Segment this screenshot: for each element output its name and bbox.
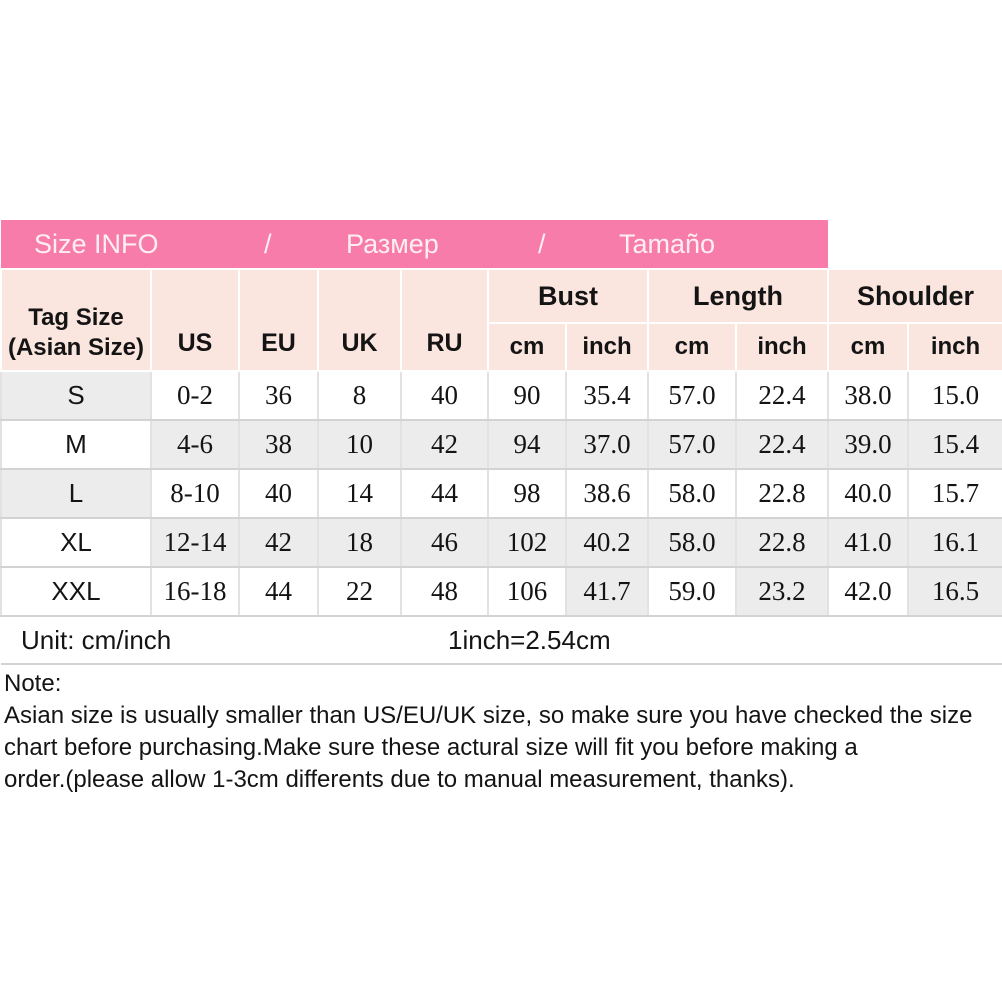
length-inch-header: inch: [735, 322, 829, 372]
size-cell: 22.4: [735, 370, 829, 421]
table-row-xl: XL 12-14 42 18 46 102 40.2 58.0 22.8 41.…: [0, 517, 1002, 568]
size-cell: 38: [238, 419, 319, 470]
table-row-xxl: XXL 16-18 44 22 48 106 41.7 59.0 23.2 42…: [0, 566, 1002, 617]
size-cell: 94: [487, 419, 567, 470]
banner-blank-area: [828, 220, 1002, 269]
size-cell: 40: [238, 468, 319, 519]
size-cell: 40: [400, 370, 489, 421]
size-cell: 106: [487, 566, 567, 617]
size-cell: 22.8: [735, 517, 829, 568]
length-group-header: Length: [647, 268, 829, 324]
size-cell: 38.6: [565, 468, 649, 519]
unit-footer: Unit: cm/inch 1inch=2.54cm: [1, 615, 1002, 665]
separator-slash-2: /: [538, 229, 546, 259]
note-text-line: order.(please allow 1-3cm differents due…: [4, 766, 795, 793]
size-row-label: L: [0, 468, 152, 519]
size-cell: 46: [400, 517, 489, 568]
tag-size-header: Tag Size (Asian Size): [0, 268, 152, 372]
size-info-label: Size INFO: [34, 229, 159, 259]
banner-row: Size INFO / Размер / Tamaño: [1, 220, 1002, 269]
note-title: Note:: [4, 670, 62, 697]
size-chart-table: Size INFO / Размер / Tamaño Tag Size (As…: [0, 220, 1002, 665]
header-group-row: Tag Size (Asian Size) US EU UK RU Bust L…: [0, 268, 1002, 372]
size-cell: 36: [238, 370, 319, 421]
size-cell: 41.7: [565, 566, 649, 617]
size-cell: 16.1: [907, 517, 1002, 568]
size-cell: 14: [317, 468, 402, 519]
bust-cm-header: cm: [487, 322, 567, 372]
size-cell: 23.2: [735, 566, 829, 617]
unit-label: Unit: cm/inch: [21, 625, 172, 655]
banner: Size INFO / Размер / Tamaño: [1, 220, 828, 269]
note-section: Note: Asian size is usually smaller than…: [4, 668, 1000, 796]
tag-size-line1: Tag Size: [28, 303, 124, 331]
size-cell: 98: [487, 468, 567, 519]
unit-footer-row: Unit: cm/inch 1inch=2.54cm: [1, 615, 1002, 665]
size-cell: 58.0: [647, 517, 737, 568]
size-cell: 57.0: [647, 419, 737, 470]
size-cell: 59.0: [647, 566, 737, 617]
ru-column-header: RU: [400, 268, 489, 372]
size-cell: 57.0: [647, 370, 737, 421]
size-cell: 8: [317, 370, 402, 421]
size-cell: 40.2: [565, 517, 649, 568]
size-cell: 15.0: [907, 370, 1002, 421]
tag-size-line2: (Asian Size): [7, 334, 145, 362]
size-cell: 44: [238, 566, 319, 617]
size-cell: 38.0: [827, 370, 909, 421]
inch-conversion-label: 1inch=2.54cm: [448, 625, 611, 655]
size-cell: 44: [400, 468, 489, 519]
size-cell: 16-18: [150, 566, 240, 617]
size-cell: 39.0: [827, 419, 909, 470]
shoulder-cm-header: cm: [827, 322, 909, 372]
table-row-l: L 8-10 40 14 44 98 38.6 58.0 22.8 40.0 1…: [0, 468, 1002, 519]
size-cell: 18: [317, 517, 402, 568]
bust-group-header: Bust: [487, 268, 649, 324]
size-cell: 15.4: [907, 419, 1002, 470]
header-unit-row: cm inch cm inch cm inch: [1, 322, 1002, 372]
size-cell: 10: [317, 419, 402, 470]
size-cell: 35.4: [565, 370, 649, 421]
size-row-label: M: [0, 419, 152, 470]
size-cell: 42.0: [827, 566, 909, 617]
table-row-m: M 4-6 38 10 42 94 37.0 57.0 22.4 39.0 15…: [0, 419, 1002, 470]
shoulder-inch-header: inch: [907, 322, 1002, 372]
size-cell: 0-2: [150, 370, 240, 421]
size-cell: 12-14: [150, 517, 240, 568]
size-cell: 4-6: [150, 419, 240, 470]
size-cell: 40.0: [827, 468, 909, 519]
size-cell: 22.8: [735, 468, 829, 519]
shoulder-group-header: Shoulder: [827, 268, 1002, 324]
us-column-header: US: [150, 268, 240, 372]
note-text-line: chart before purchasing.Make sure these …: [4, 734, 858, 761]
size-row-label: S: [0, 370, 152, 421]
size-row-label: XXL: [0, 566, 152, 617]
razmer-label: Размер: [346, 229, 439, 259]
bust-inch-header: inch: [565, 322, 649, 372]
size-row-label: XL: [0, 517, 152, 568]
size-cell: 15.7: [907, 468, 1002, 519]
length-cm-header: cm: [647, 322, 737, 372]
size-cell: 90: [487, 370, 567, 421]
size-cell: 41.0: [827, 517, 909, 568]
eu-column-header: EU: [238, 268, 319, 372]
table-row-s: S 0-2 36 8 40 90 35.4 57.0 22.4 38.0 15.…: [0, 370, 1002, 421]
banner-title: Size INFO / Размер / Tamaño: [1, 220, 828, 268]
tamano-label: Tamaño: [619, 229, 716, 259]
size-cell: 22.4: [735, 419, 829, 470]
size-cell: 8-10: [150, 468, 240, 519]
size-cell: 16.5: [907, 566, 1002, 617]
separator-slash: /: [264, 229, 272, 259]
size-cell: 42: [400, 419, 489, 470]
size-cell: 48: [400, 566, 489, 617]
size-cell: 22: [317, 566, 402, 617]
size-cell: 42: [238, 517, 319, 568]
uk-column-header: UK: [317, 268, 402, 372]
size-cell: 102: [487, 517, 567, 568]
size-cell: 58.0: [647, 468, 737, 519]
size-cell: 37.0: [565, 419, 649, 470]
note-text-line: Asian size is usually smaller than US/EU…: [4, 702, 973, 729]
